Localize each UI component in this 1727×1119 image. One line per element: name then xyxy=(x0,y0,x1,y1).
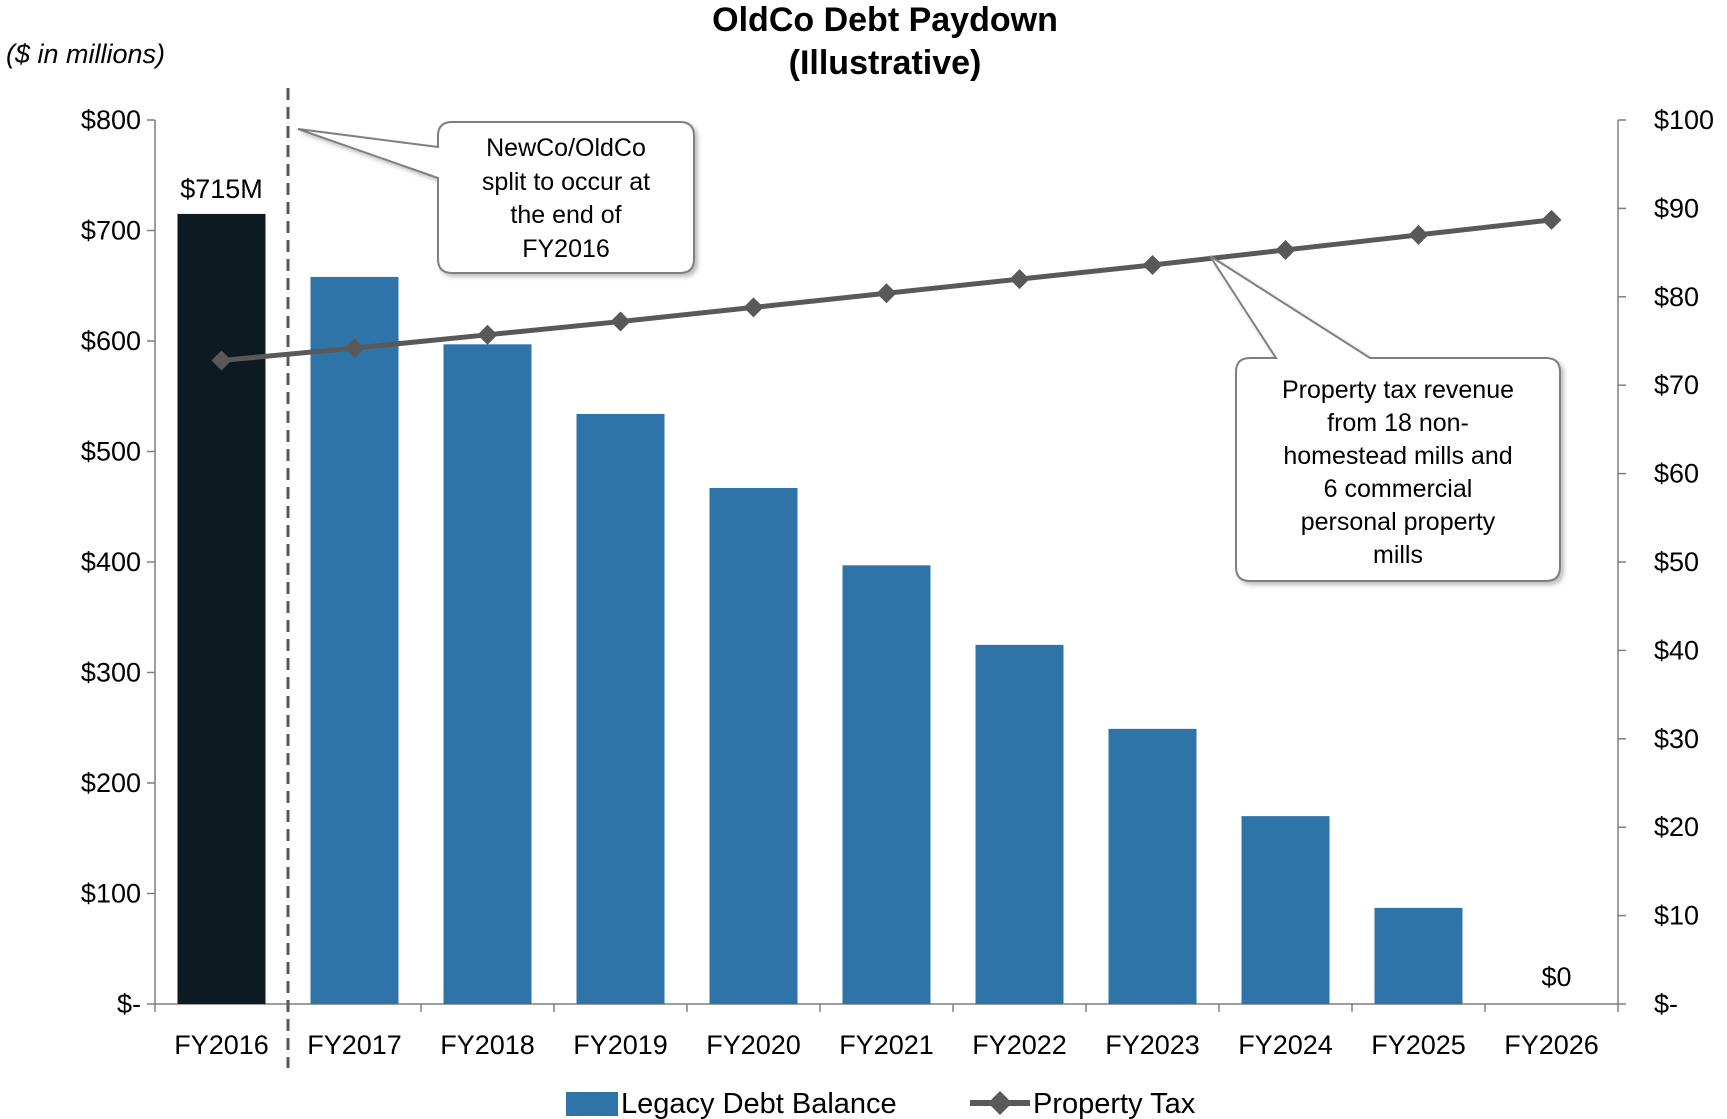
y-right-tick-label: $80 xyxy=(1654,282,1699,312)
property-tax-marker xyxy=(211,350,232,371)
legend-marker-tax xyxy=(988,1091,1012,1115)
chart-title-line-1: OldCo Debt Paydown xyxy=(712,1,1058,39)
y-right-tick-label: $60 xyxy=(1654,459,1699,489)
y-right-tick-label: $100 xyxy=(1654,105,1714,135)
y-left-tick-label: $400 xyxy=(81,547,141,577)
callout-property-tax: Property tax revenue from 18 non- homest… xyxy=(1209,255,1561,582)
bar-fy2024 xyxy=(1241,816,1330,1004)
y-left-tick-label: $600 xyxy=(81,326,141,356)
bar-fy2017 xyxy=(310,276,399,1004)
y-left-tick-label: $700 xyxy=(81,216,141,246)
y-right-tick-label: $50 xyxy=(1654,547,1699,577)
x-tick-label: FY2024 xyxy=(1238,1030,1333,1060)
y-right-tick-label: $10 xyxy=(1654,901,1699,931)
callout-tax-line-3: homestead mills and xyxy=(1283,442,1512,470)
property-tax-marker xyxy=(1408,224,1429,245)
bar-fy2019 xyxy=(576,413,665,1004)
bar-fy2023 xyxy=(1108,728,1197,1004)
property-tax-marker xyxy=(610,311,631,332)
callout-split-line-2: split to occur at xyxy=(482,168,650,196)
y-left-tick-label: $- xyxy=(117,989,141,1019)
x-tick-label: FY2023 xyxy=(1105,1030,1200,1060)
legend-swatch-debt xyxy=(566,1092,618,1116)
x-tick-label: FY2017 xyxy=(307,1030,402,1060)
y-right-tick-label: $20 xyxy=(1654,812,1699,842)
bar-fy2021 xyxy=(842,565,931,1004)
bar-fy2018 xyxy=(443,344,532,1004)
y-right-tick-label: $- xyxy=(1654,989,1678,1019)
bar-fy2016 xyxy=(177,213,266,1005)
property-tax-marker xyxy=(344,338,365,359)
y-right-tick-label: $30 xyxy=(1654,724,1699,754)
y-right-tick-label: $40 xyxy=(1654,635,1699,665)
bar-fy2022 xyxy=(975,644,1064,1004)
x-tick-label: FY2018 xyxy=(440,1030,535,1060)
units-label: ($ in millions) xyxy=(6,39,165,69)
callout-split: NewCo/OldCo split to occur at the end of… xyxy=(297,121,695,274)
y-left-tick-label: $300 xyxy=(81,658,141,688)
legend: Legacy Debt Balance Property Tax xyxy=(566,1088,1196,1119)
y-right-tick-label: $90 xyxy=(1654,193,1699,223)
x-tick-label: FY2019 xyxy=(573,1030,668,1060)
callout-tax-line-1: Property tax revenue xyxy=(1282,376,1514,404)
property-tax-marker xyxy=(1009,269,1030,290)
legend-label-debt: Legacy Debt Balance xyxy=(621,1088,897,1119)
x-tick-label: FY2025 xyxy=(1371,1030,1466,1060)
callout-tax-line-5: personal property xyxy=(1301,508,1496,536)
x-tick-label: FY2022 xyxy=(972,1030,1067,1060)
property-tax-marker xyxy=(743,297,764,318)
callout-split-line-3: the end of xyxy=(510,201,621,229)
data-label-fy2026: $0 xyxy=(1541,962,1571,992)
y-left-tick-label: $100 xyxy=(81,879,141,909)
bar-fy2025 xyxy=(1374,907,1463,1004)
line-series xyxy=(211,209,1562,371)
y-left-tick-label: $500 xyxy=(81,437,141,467)
x-tick-label: FY2021 xyxy=(839,1030,934,1060)
x-tick-label: FY2026 xyxy=(1504,1030,1599,1060)
callout-tax-line-2: from 18 non- xyxy=(1327,409,1469,437)
legend-label-tax: Property Tax xyxy=(1033,1088,1196,1119)
property-tax-marker xyxy=(876,283,897,304)
data-label-fy2016: $715M xyxy=(180,174,263,204)
callout-tax-line-4: 6 commercial xyxy=(1324,475,1473,503)
y-left-tick-label: $200 xyxy=(81,768,141,798)
x-tick-label: FY2020 xyxy=(706,1030,801,1060)
callout-split-line-4: FY2016 xyxy=(522,235,610,263)
property-tax-marker xyxy=(1275,239,1296,260)
property-tax-marker xyxy=(1142,254,1163,275)
bar-fy2020 xyxy=(709,487,798,1005)
chart-title-line-2: (Illustrative) xyxy=(789,44,982,82)
y-left-tick-label: $800 xyxy=(81,105,141,135)
bar-series xyxy=(177,213,1463,1005)
y-right-tick-label: $70 xyxy=(1654,370,1699,400)
callout-tax-line-6: mills xyxy=(1373,541,1423,569)
property-tax-marker xyxy=(477,324,498,345)
callout-split-line-1: NewCo/OldCo xyxy=(486,134,646,162)
property-tax-marker xyxy=(1541,209,1562,230)
axes: $- $100 $200 $300 $400 $500 $600 $700 $800 $- $10 $… xyxy=(81,105,1714,1060)
x-tick-label: FY2016 xyxy=(174,1030,269,1060)
